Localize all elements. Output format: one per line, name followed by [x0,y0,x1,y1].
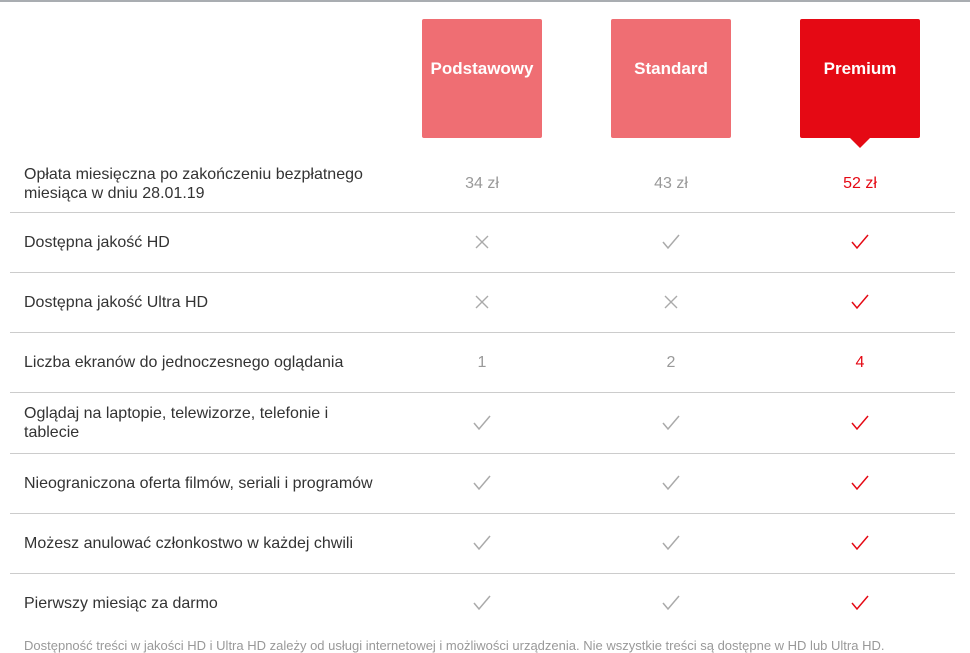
check-icon [611,594,731,612]
cell-value: 2 [666,353,676,371]
check-icon [800,233,920,251]
feature-row: Oglądaj na laptopie, telewizorze, telefo… [10,393,955,454]
check-icon [422,594,542,612]
feature-label: Dostępna jakość Ultra HD [24,294,209,311]
check-icon [800,293,920,311]
feature-label: Liczba ekranów do jednoczesnego oglądani… [24,354,344,371]
feature-row: Opłata miesięczna po zakończeniu bezpłat… [10,155,955,213]
check-icon [611,534,731,552]
cell-value: 1 [477,353,487,371]
plan-premium[interactable]: Premium [800,19,920,148]
feature-row: Możesz anulować członkostwo w każdej chw… [10,514,955,574]
plan-name: Standard [634,58,708,78]
check-icon [422,534,542,552]
cross-icon [422,234,542,252]
feature-label: Nieograniczona oferta filmów, seriali i … [24,475,373,492]
feature-row: Liczba ekranów do jednoczesnego oglądani… [10,333,955,393]
check-icon [422,414,542,432]
feature-row: Dostępna jakość HD [10,213,955,273]
cell-value: 4 [855,353,865,371]
plan-podstawowy[interactable]: Podstawowy [422,19,542,138]
plan-standard[interactable]: Standard [611,19,731,138]
check-icon [800,474,920,492]
cell-value: 34 zł [465,174,499,192]
feature-row: Dostępna jakość Ultra HD [10,273,955,333]
footnote: Dostępność treści w jakości HD i Ultra H… [24,638,885,653]
feature-label: Dostępna jakość HD [24,234,170,251]
cell-value: 43 zł [654,174,688,192]
check-icon [800,414,920,432]
feature-label: Możesz anulować członkostwo w każdej chw… [24,535,354,552]
check-icon [422,474,542,492]
check-icon [611,414,731,432]
check-icon [611,474,731,492]
plan-name: Premium [823,58,897,78]
top-divider [0,0,970,2]
feature-row: Pierwszy miesiąc za darmo [10,574,955,633]
cell-value: 52 zł [843,174,877,192]
feature-row: Nieograniczona oferta filmów, seriali i … [10,454,955,514]
feature-label: Pierwszy miesiąc za darmo [24,595,218,612]
cross-icon [611,294,731,312]
plan-name: Podstawowy [430,58,534,78]
cross-icon [422,294,542,312]
feature-label: Opłata miesięczna po zakończeniu bezpłat… [24,165,363,202]
check-icon [800,594,920,612]
feature-label: Oglądaj na laptopie, telewizorze, telefo… [24,405,329,441]
check-icon [800,534,920,552]
check-icon [611,233,731,251]
